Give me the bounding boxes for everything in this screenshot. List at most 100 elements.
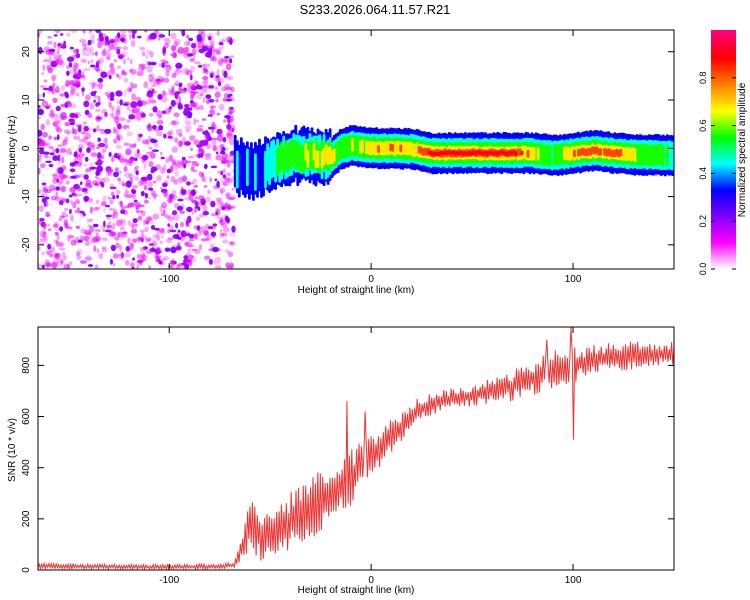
noise-speckle [47,228,52,232]
noise-speckle [83,125,89,132]
noise-speckle [112,211,119,218]
noise-speckle [128,173,134,180]
noise-speckle [151,149,159,152]
noise-speckle [222,174,226,179]
noise-speckle [223,70,228,78]
noise-speckle [219,201,224,206]
noise-speckle [61,156,65,164]
y-tick-label: 0 [21,145,32,151]
noise-speckle [164,37,171,45]
noise-speckle [124,188,128,191]
noise-speckle [77,125,82,133]
noise-speckle [58,181,62,186]
carrier-band [377,145,380,153]
noise-speckle [70,85,77,91]
noise-speckle [145,220,150,225]
noise-speckle [123,77,129,83]
noise-speckle [41,197,47,203]
noise-speckle [193,102,196,108]
noise-speckle [87,39,92,46]
noise-speckle [89,206,93,214]
noise-speckle [46,250,51,256]
noise-speckle [84,156,89,162]
noise-speckle [171,44,176,52]
noise-speckle [220,170,223,176]
noise-speckle [81,48,89,53]
noise-speckle [118,125,125,129]
noise-speckle [129,58,133,65]
noise-speckle [92,207,100,211]
carrier-band [306,150,310,168]
noise-speckle [140,66,148,69]
noise-speckle [38,205,44,213]
noise-speckle [130,81,134,88]
noise-speckle [87,233,92,239]
noise-speckle [158,34,166,38]
snr-frame [37,326,675,571]
snr-ylabel: SNR (10 * v/v) [7,418,18,482]
noise-speckle [188,107,193,111]
noise-speckle [148,265,151,269]
noise-speckle [198,195,205,201]
noise-speckle [38,116,41,120]
spectrogram-ylabel: Frequency (Hz) [7,116,18,185]
noise-speckle [131,156,135,162]
noise-speckle [207,226,214,230]
noise-speckle [156,110,162,118]
noise-speckle [127,57,130,61]
noise-speckle [75,225,81,229]
noise-speckle [76,255,82,261]
noise-speckle [119,53,126,58]
noise-speckle [85,167,89,172]
noise-speckle [146,124,153,132]
noise-speckle [219,144,225,149]
noise-speckle [212,49,216,58]
noise-speckle [187,156,195,159]
noise-speckle [224,114,232,119]
noise-speckle [160,188,168,193]
noise-speckle [151,90,157,94]
noise-speckle [41,264,45,269]
noise-speckle [168,154,174,162]
noise-speckle [57,242,65,247]
noise-speckle [190,90,196,97]
noise-speckle [118,74,122,80]
noise-speckle [90,59,94,63]
noise-speckle [159,152,163,155]
noise-speckle [178,96,182,103]
noise-speckle [132,193,136,200]
noise-speckle [212,223,218,227]
noise-speckle [44,259,50,263]
noise-speckle [42,222,47,230]
noise-speckle [67,131,71,136]
noise-speckle [183,255,189,260]
noise-speckle [130,243,134,251]
noise-speckle [50,195,57,201]
noise-speckle [129,242,135,247]
noise-speckle [124,151,132,157]
noise-speckle [50,83,56,88]
noise-speckle [48,163,54,168]
noise-speckle [202,210,209,216]
noise-speckle [106,224,112,229]
noise-speckle [168,106,172,113]
noise-speckle [201,85,208,93]
noise-speckle [149,51,154,58]
y-tick-label: 800 [21,357,32,374]
noise-speckle [103,207,107,213]
noise-speckle [137,215,142,221]
noise-speckle [70,200,74,205]
noise-speckle [52,97,58,104]
noise-speckle [227,94,232,98]
noise-speckle [178,176,184,183]
noise-speckle [113,39,118,45]
noise-speckle [222,181,229,187]
noise-speckle [52,173,60,180]
noise-speckle [89,64,96,68]
noise-speckle [141,237,144,243]
noise-speckle [92,83,96,89]
noise-speckle [208,258,213,265]
noise-speckle [107,196,113,200]
noise-speckle [91,225,96,233]
carrier-band [536,147,540,161]
